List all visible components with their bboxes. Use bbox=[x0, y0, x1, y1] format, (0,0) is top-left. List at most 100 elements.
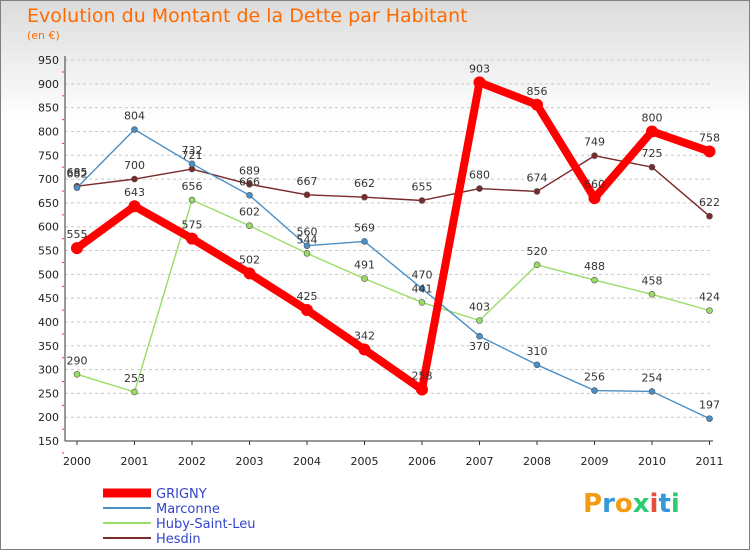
data-label: 622 bbox=[699, 196, 720, 209]
data-label: 662 bbox=[354, 177, 375, 190]
logo-letter: P bbox=[583, 489, 603, 519]
data-label: 290 bbox=[67, 354, 88, 367]
data-point bbox=[246, 181, 253, 188]
y-tick-label: 650 bbox=[38, 197, 59, 210]
y-tick-label: 950 bbox=[38, 54, 59, 67]
y-tick-label: 700 bbox=[38, 173, 59, 186]
data-label: 655 bbox=[412, 180, 433, 193]
data-point bbox=[591, 276, 598, 284]
data-label: 758 bbox=[699, 131, 720, 144]
x-tick-label: 2009 bbox=[581, 455, 609, 468]
logo-letter: x bbox=[632, 489, 650, 519]
logo-letter: r bbox=[602, 489, 615, 519]
y-tick-label: 400 bbox=[38, 316, 59, 329]
data-point bbox=[73, 371, 81, 378]
logo-letter: o bbox=[614, 489, 633, 519]
proxiti-logo: Proxiti bbox=[583, 489, 680, 519]
data-label: 441 bbox=[412, 282, 433, 295]
data-point bbox=[591, 152, 598, 160]
data-point bbox=[73, 184, 81, 191]
data-label: 458 bbox=[642, 274, 663, 287]
data-point bbox=[648, 291, 656, 298]
data-point bbox=[533, 361, 541, 369]
data-label: 370 bbox=[469, 340, 490, 353]
data-point bbox=[703, 145, 716, 158]
data-point bbox=[418, 285, 426, 292]
data-point bbox=[476, 332, 483, 340]
legend-label: Huby-Saint-Leu bbox=[156, 517, 256, 532]
legend-label: Hesdin bbox=[156, 532, 201, 547]
data-label: 555 bbox=[67, 228, 88, 241]
data-label: 700 bbox=[124, 159, 145, 172]
data-point bbox=[473, 76, 486, 89]
data-label: 425 bbox=[297, 290, 318, 303]
chart-title: Evolution du Montant de la Dette par Hab… bbox=[27, 5, 468, 27]
data-point bbox=[476, 185, 483, 192]
legend-label: Marconne bbox=[156, 502, 220, 517]
data-point bbox=[358, 343, 371, 356]
data-point bbox=[301, 304, 313, 317]
data-point bbox=[706, 307, 713, 314]
data-label: 491 bbox=[354, 259, 375, 272]
chart-subtitle: (en €) bbox=[27, 29, 60, 42]
y-tick-label: 350 bbox=[38, 340, 59, 353]
x-tick-label: 2007 bbox=[466, 455, 494, 468]
logo-letter: t bbox=[658, 489, 671, 519]
series-line-grigny bbox=[73, 78, 714, 394]
y-tick-label: 500 bbox=[38, 268, 59, 281]
data-label: 856 bbox=[527, 85, 548, 98]
data-point bbox=[188, 196, 196, 204]
data-point bbox=[588, 192, 601, 205]
data-label: 502 bbox=[239, 253, 260, 266]
data-point bbox=[243, 267, 256, 280]
data-point bbox=[706, 212, 713, 220]
data-label: 560 bbox=[297, 226, 318, 239]
y-tick-label: 200 bbox=[38, 411, 59, 424]
x-tick-label: 2004 bbox=[293, 455, 321, 468]
x-tick-label: 2003 bbox=[236, 455, 264, 468]
x-tick-label: 2008 bbox=[523, 455, 551, 468]
data-label: 520 bbox=[527, 245, 548, 258]
data-label: 197 bbox=[699, 399, 720, 412]
x-tick-label: 2005 bbox=[351, 455, 379, 468]
x-tick-label: 2011 bbox=[696, 455, 724, 468]
series-line-marconne bbox=[76, 128, 711, 420]
y-tick-label: 800 bbox=[38, 125, 59, 138]
data-point bbox=[418, 197, 426, 204]
data-point bbox=[131, 388, 138, 396]
data-point bbox=[361, 193, 368, 201]
data-label: 310 bbox=[527, 345, 548, 358]
y-tick-label: 900 bbox=[38, 78, 59, 91]
data-label: 258 bbox=[412, 370, 433, 383]
logo-letter: i bbox=[670, 489, 680, 519]
data-label: 666 bbox=[239, 175, 260, 188]
data-label: 800 bbox=[642, 111, 663, 124]
data-point bbox=[533, 188, 541, 195]
data-label: 403 bbox=[469, 301, 490, 314]
y-tick-label: 450 bbox=[38, 292, 59, 305]
x-tick-label: 2000 bbox=[63, 455, 91, 468]
data-point bbox=[303, 250, 311, 257]
data-point bbox=[416, 383, 428, 396]
data-point bbox=[246, 222, 253, 230]
x-tick-label: 2002 bbox=[178, 455, 206, 468]
data-point bbox=[303, 242, 311, 250]
data-label: 544 bbox=[297, 233, 318, 246]
y-tick-label: 550 bbox=[38, 245, 59, 258]
data-label: 804 bbox=[124, 110, 145, 123]
data-label: 569 bbox=[354, 221, 375, 234]
data-label: 749 bbox=[584, 136, 605, 149]
data-point bbox=[303, 191, 311, 199]
data-label: 680 bbox=[469, 169, 490, 182]
data-point bbox=[533, 261, 541, 269]
data-label: 685 bbox=[67, 166, 88, 179]
data-label: 575 bbox=[182, 219, 203, 232]
y-tick-label: 750 bbox=[38, 149, 59, 162]
data-label: 689 bbox=[239, 164, 260, 177]
data-label: 660 bbox=[584, 178, 605, 191]
data-point bbox=[131, 126, 138, 133]
data-label: 667 bbox=[297, 175, 318, 188]
data-label: 342 bbox=[354, 330, 375, 343]
data-label: 470 bbox=[412, 269, 433, 282]
